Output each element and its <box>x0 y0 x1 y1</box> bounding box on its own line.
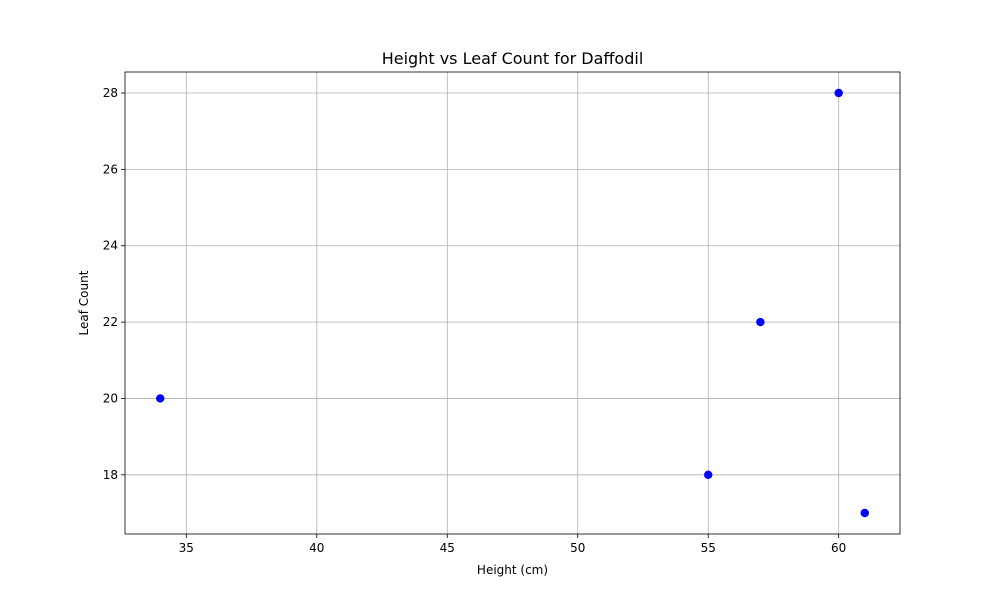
plot-frame <box>124 71 901 535</box>
x-tick-label: 35 <box>179 541 194 555</box>
plot-area-background <box>125 72 900 534</box>
x-tick-label: 55 <box>701 541 716 555</box>
x-tick-label: 50 <box>570 541 585 555</box>
scatter-points <box>156 88 869 518</box>
chart-title: Height vs Leaf Count for Daffodil <box>382 49 644 68</box>
y-tick-label: 24 <box>103 239 118 253</box>
y-tick-label: 20 <box>103 391 118 405</box>
x-axis-label: Height (cm) <box>477 563 548 577</box>
y-axis-label: Leaf Count <box>77 270 91 335</box>
y-axis-ticks: 18 20 22 24 26 28 <box>103 86 125 482</box>
x-gridlines <box>185 72 840 534</box>
data-point <box>704 470 713 480</box>
y-gridlines <box>125 92 900 476</box>
x-tick-label: 40 <box>309 541 324 555</box>
x-tick-label: 45 <box>440 541 455 555</box>
y-tick-label: 26 <box>103 162 118 176</box>
y-tick-label: 28 <box>103 86 118 100</box>
y-tick-label: 18 <box>103 468 118 482</box>
y-tick-label: 22 <box>103 315 118 329</box>
x-axis-ticks: 35 40 45 50 55 60 <box>179 534 846 555</box>
data-point <box>834 88 843 98</box>
data-point <box>156 394 165 403</box>
x-tick-label: 60 <box>831 541 846 555</box>
data-point <box>860 508 869 518</box>
data-point <box>756 317 765 327</box>
